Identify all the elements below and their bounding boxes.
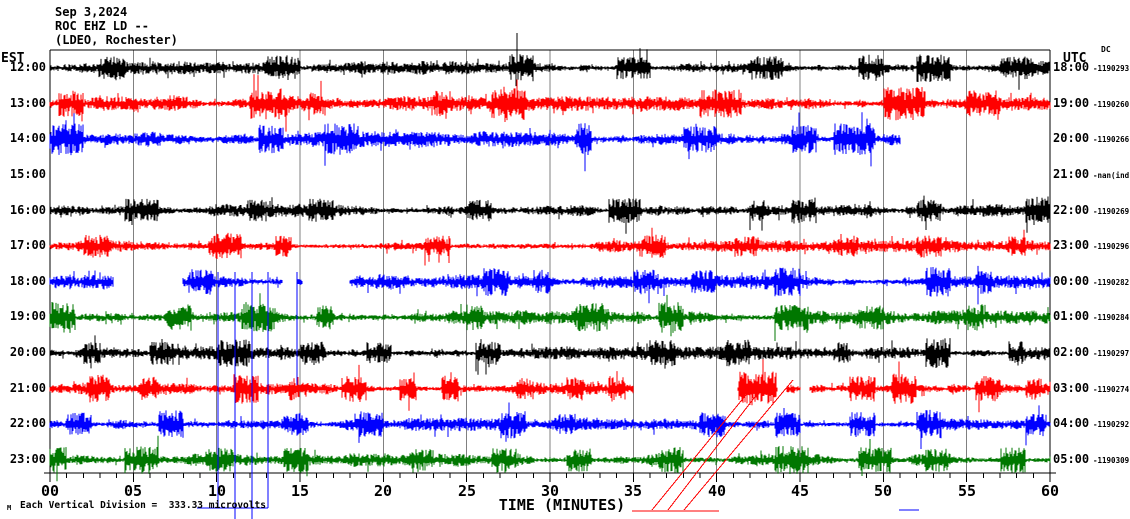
header-station: ROC EHZ LD --	[55, 19, 149, 33]
x-tick-label: 55	[957, 482, 977, 500]
dc-offset-value: -1190292	[1093, 420, 1130, 429]
x-tick-label: 50	[873, 482, 893, 500]
x-tick-label: 35	[623, 482, 643, 500]
trace-2100	[49, 359, 1051, 413]
header-network: (LDEO, Rochester)	[55, 33, 178, 47]
x-axis-title: TIME (MINUTES)	[498, 496, 626, 514]
est-hour-label: 18:00	[9, 274, 46, 288]
est-hour-label: 22:00	[9, 416, 46, 430]
trace-1400	[49, 112, 901, 167]
est-hour-label: 16:00	[9, 203, 46, 217]
utc-hour-label: 23:00	[1053, 238, 1090, 252]
x-tick-label: 30	[540, 482, 560, 500]
est-hour-label: 19:00	[9, 309, 46, 323]
trace-1900	[49, 293, 1051, 341]
dc-offset-value: -1190282	[1093, 278, 1130, 287]
trace-1700	[49, 227, 1051, 266]
offscale-diagonal	[667, 384, 765, 511]
dc-offset-value: -1190296	[1093, 242, 1130, 251]
x-tick-label: 20	[373, 482, 393, 500]
trace-1300	[49, 74, 1051, 132]
x-tick-label: 05	[123, 482, 143, 500]
est-hour-label: 14:00	[9, 131, 46, 145]
utc-hour-label: 00:00	[1053, 274, 1090, 288]
utc-hour-label: 20:00	[1053, 131, 1090, 145]
est-hour-label: 21:00	[9, 381, 46, 395]
est-hour-label: 23:00	[9, 452, 46, 466]
est-hour-label: 13:00	[9, 96, 46, 110]
offscale-diagonal	[683, 379, 794, 511]
x-tick-label: 25	[457, 482, 477, 500]
dc-offset-value: -1190266	[1093, 135, 1130, 144]
header-date: Sep 3,2024	[55, 5, 128, 19]
utc-hour-label: 22:00	[1053, 203, 1090, 217]
dc-offset-value: -1190284	[1093, 313, 1130, 322]
utc-hour-label: 21:00	[1053, 167, 1090, 181]
x-tick-label: 15	[290, 482, 310, 500]
left-timezone-label: EST	[1, 51, 25, 66]
dc-offset-value: -1190309	[1093, 456, 1130, 465]
dc-offset-value: -1190269	[1093, 207, 1130, 216]
scale-note: Each Vertical Division = 333.33 microvol…	[20, 500, 266, 511]
trace-1800	[49, 265, 1051, 305]
est-hour-label: 20:00	[9, 345, 46, 359]
utc-hour-label: 04:00	[1053, 416, 1090, 430]
offscale-diagonal	[651, 389, 751, 511]
trace-2200	[49, 402, 1051, 449]
trace-2000	[49, 335, 1051, 375]
utc-hour-label: 18:00	[1053, 60, 1090, 74]
right-timezone-label: UTC	[1063, 51, 1087, 66]
est-hour-label: 17:00	[9, 238, 46, 252]
x-tick-label: 40	[707, 482, 727, 500]
x-tick-label: 00	[40, 482, 60, 500]
corner-mark-icon: M	[7, 504, 12, 512]
x-tick-label: 45	[790, 482, 810, 500]
x-tick-label: 60	[1040, 482, 1060, 500]
utc-hour-label: 01:00	[1053, 309, 1090, 323]
est-hour-label: 15:00	[9, 167, 46, 181]
x-tick-label: 10	[207, 482, 227, 500]
utc-hour-label: 19:00	[1053, 96, 1090, 110]
dc-offset-value: -1190297	[1093, 349, 1130, 358]
dc-offset-value: -nan(ind	[1093, 171, 1130, 180]
trace-1200	[49, 48, 1051, 90]
utc-hour-label: 02:00	[1053, 345, 1090, 359]
dc-column-label: DC	[1101, 45, 1111, 54]
dc-offset-value: -1190293	[1093, 64, 1130, 73]
utc-hour-label: 05:00	[1053, 452, 1090, 466]
trace-1600	[49, 195, 1051, 234]
est-hour-label: 12:00	[9, 60, 46, 74]
dc-offset-value: -1190260	[1093, 100, 1130, 109]
utc-hour-label: 03:00	[1053, 381, 1090, 395]
dc-offset-value: -1190274	[1093, 385, 1130, 394]
trace-2300	[49, 435, 1051, 482]
